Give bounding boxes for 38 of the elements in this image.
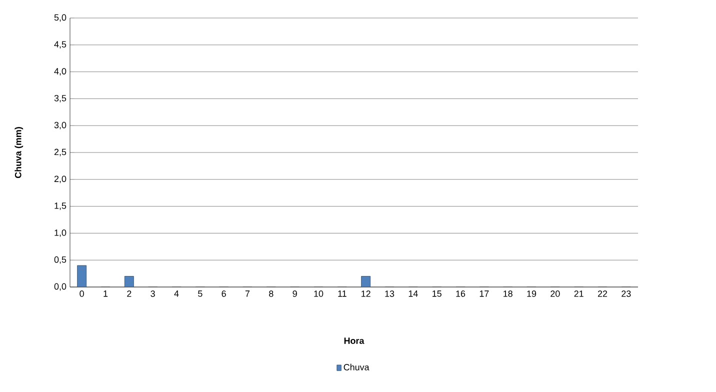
x-tick-label: 19 <box>527 290 536 297</box>
x-tick-label: 7 <box>245 290 250 297</box>
x-tick-label: 14 <box>408 290 418 297</box>
y-tick-label: 4,5 <box>54 41 66 49</box>
y-tick-label: 1,5 <box>54 202 66 210</box>
y-tick-label: 2,0 <box>54 176 66 184</box>
x-tick-label: 6 <box>222 290 226 297</box>
x-tick-label: 12 <box>362 290 370 297</box>
x-tick-label: 11 <box>338 290 346 297</box>
x-tick-label: 20 <box>550 290 560 297</box>
legend-label: Chuva <box>344 364 370 370</box>
y-tick-label: 2,5 <box>54 148 66 156</box>
x-tick-label: 2 <box>127 290 132 297</box>
x-tick-label: 3 <box>150 290 155 297</box>
x-tick-label: 23 <box>622 290 631 297</box>
x-tick-label: 10 <box>314 290 324 297</box>
y-tick-label: 3,5 <box>54 94 66 102</box>
x-tick-label: 21 <box>574 290 584 297</box>
x-tick-label: 5 <box>198 290 202 297</box>
x-tick-label: 22 <box>598 290 608 297</box>
y-tick-label: 4,0 <box>54 68 66 76</box>
x-axis-title: Hora <box>344 338 364 344</box>
x-tick-label: 15 <box>432 290 442 297</box>
y-tick-label: 0,0 <box>54 283 66 291</box>
x-tick-label: 1 <box>104 290 108 297</box>
x-tick-label: 13 <box>385 290 394 297</box>
x-tick-label: 18 <box>504 290 512 297</box>
y-tick-label: 1,0 <box>54 229 66 237</box>
x-tick-label: 16 <box>456 290 466 297</box>
y-tick-label: 3,0 <box>54 122 66 130</box>
y-tick-label: 0,5 <box>54 256 66 264</box>
x-tick-label: 0 <box>80 290 84 297</box>
y-tick-label: 5,0 <box>54 14 66 22</box>
x-tick-label: 4 <box>174 290 179 297</box>
y-axis-title: Chuva (mm) <box>14 127 24 178</box>
x-tick-label: 9 <box>292 290 297 297</box>
x-tick-label: 8 <box>269 290 274 297</box>
x-tick-label: 17 <box>480 290 489 297</box>
